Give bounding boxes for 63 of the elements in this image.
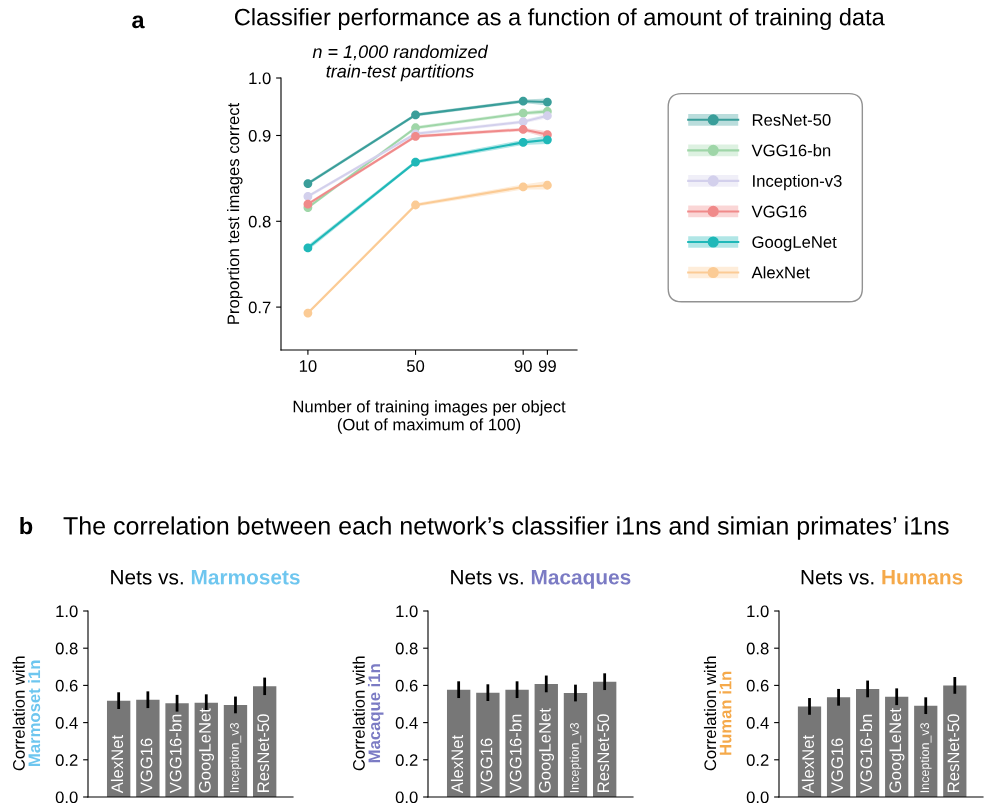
- legend-label: Inception-v3: [753, 174, 842, 191]
- legend-label: AlexNet: [751, 266, 810, 279]
- annotation: n = 1,000 randomized train-test partitions: [312, 44, 489, 82]
- y-tick-label: 0.7: [248, 301, 271, 314]
- x-tick-label: Inception_v3: [919, 722, 932, 793]
- x-tick-label: ResNet-50: [597, 714, 610, 792]
- x-tick-label: VGG16-bn: [169, 714, 182, 794]
- y-tick-label: 0.8: [395, 642, 418, 655]
- y-tick-label: 0.0: [55, 791, 78, 803]
- x-tick-label: GoogLeNet: [198, 708, 215, 793]
- y-tick-label: 0.6: [395, 679, 418, 692]
- x-tick-label: 50: [406, 360, 425, 372]
- legend-label: GoogLeNet: [752, 236, 837, 252]
- y-tick-label: 1.0: [56, 605, 78, 618]
- text: The correlation between each network’s classifier i1ns and simian primates’ i1ns: [63, 516, 949, 540]
- x-tick-label: AlexNet: [450, 735, 464, 794]
- x-tick-label: ResNet-50: [947, 714, 960, 792]
- y-tick-label: 0.4: [55, 717, 78, 729]
- chart-title: Nets vs. Humans: [801, 570, 963, 585]
- x-tick-label: 90: [514, 360, 532, 372]
- x-tick-label: Inception_v3: [229, 722, 242, 793]
- y-axis-title: Correlation with Human i1n: [703, 656, 732, 771]
- x-tick-label: AlexNet: [801, 735, 814, 794]
- y-tick-label: 0.4: [746, 717, 769, 729]
- legend-label: VGG16: [751, 205, 807, 218]
- x-tick-label: VGG16-bn: [509, 714, 522, 794]
- y-tick-label: 0.0: [746, 791, 769, 803]
- y-tick-label: 0.0: [395, 791, 418, 803]
- y-tick-label: 0.8: [746, 642, 769, 655]
- text: b: [20, 516, 33, 535]
- x-tick-label: ResNet-50: [257, 714, 270, 792]
- x-tick-label: VGG16: [480, 738, 493, 794]
- x-tick-label: 10: [299, 360, 317, 372]
- y-tick-label: 0.6: [55, 679, 78, 692]
- y-tick-label: 1.0: [747, 605, 769, 618]
- chart-title: Nets vs. Marmosets: [111, 570, 300, 585]
- x-tick-label: 99: [538, 360, 556, 372]
- y-tick-label: 0.4: [395, 717, 418, 729]
- y-tick-label: 0.2: [395, 754, 418, 766]
- x-tick-label: Inception_v3: [569, 722, 582, 793]
- x-tick-label: GoogLeNet: [889, 708, 905, 793]
- x-tick-label: GoogLeNet: [538, 708, 555, 793]
- y-axis-title: Proportion test images correct: [227, 102, 243, 324]
- x-tick-label: VGG16: [831, 738, 844, 794]
- y-tick-label: 0.8: [248, 215, 271, 228]
- chart-title: Classifier performance as a function of amount of training data: [234, 8, 885, 31]
- y-tick-label: 1.0: [396, 605, 418, 618]
- x-tick-label: AlexNet: [110, 735, 124, 794]
- y-tick-label: 0.6: [746, 679, 769, 692]
- y-tick-label: 0.2: [746, 754, 769, 766]
- x-axis-title: Number of training images per object (Out of maximum of 100): [293, 400, 566, 434]
- y-tick-label: 1.0: [249, 72, 271, 85]
- y-axis-title: Correlation with Marmoset i1n: [12, 656, 41, 771]
- legend-label: ResNet-50: [752, 114, 831, 126]
- text: a: [132, 15, 145, 29]
- y-axis-title: Correlation with Macaque i1n: [352, 656, 384, 771]
- y-tick-label: 0.9: [248, 129, 271, 142]
- legend-label: VGG16-bn: [751, 144, 831, 157]
- y-tick-label: 0.8: [55, 642, 78, 655]
- chart-title: Nets vs. Macaques: [451, 570, 631, 589]
- x-tick-label: VGG16-bn: [859, 714, 873, 794]
- y-tick-label: 0.2: [55, 754, 78, 766]
- x-tick-label: VGG16: [140, 738, 153, 794]
